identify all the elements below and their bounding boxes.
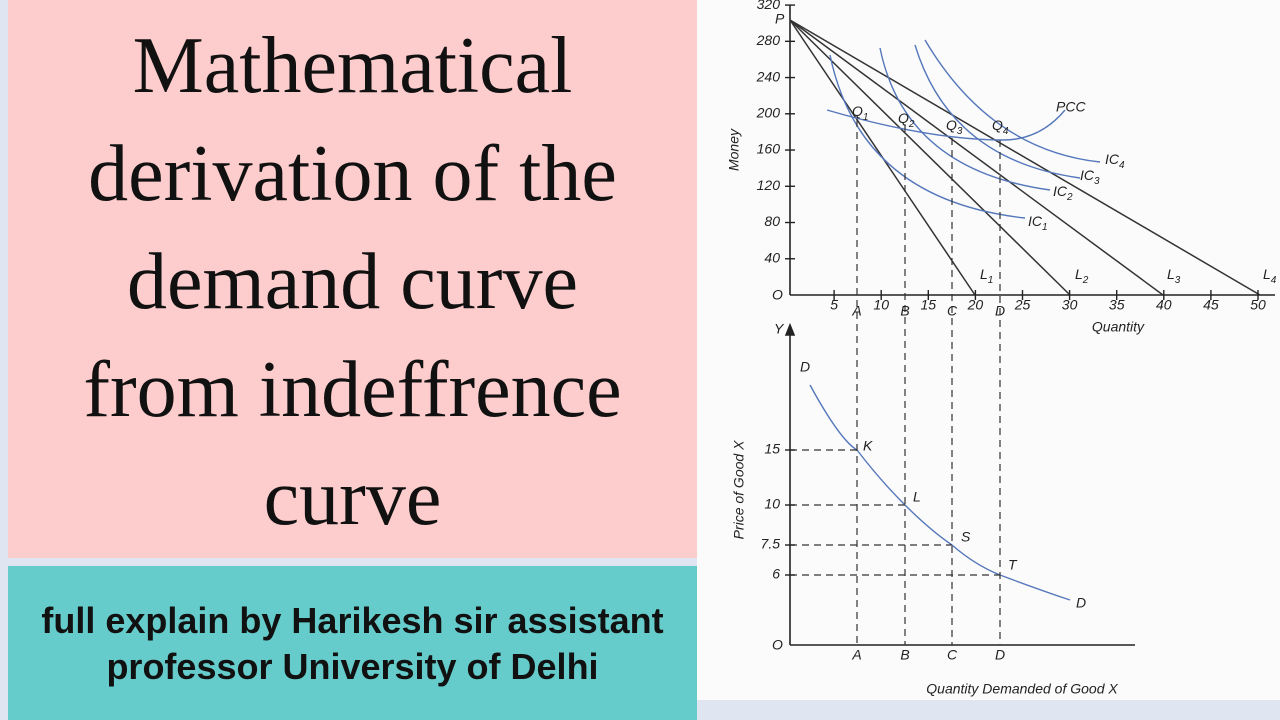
x-tick-label: 50 bbox=[1250, 297, 1266, 313]
y-tick-label: 7.5 bbox=[761, 536, 781, 552]
y-tick-label: 10 bbox=[764, 496, 780, 512]
caption: full explain by Harikesh sir assistant pr… bbox=[8, 598, 697, 690]
budget-line-label: L4 bbox=[1263, 266, 1277, 286]
equilibrium-label-subscript: 1 bbox=[863, 112, 869, 123]
point-label: T bbox=[1008, 557, 1018, 573]
indifference-curve-label-letter: IC bbox=[1028, 213, 1043, 229]
indifference-curve-label-subscript: 4 bbox=[1119, 160, 1125, 171]
equilibrium-label-subscript: 3 bbox=[957, 126, 963, 137]
point-label: K bbox=[863, 438, 873, 454]
pcc-label: PCC bbox=[1056, 99, 1086, 115]
indifference-curve-label: IC4 bbox=[1105, 151, 1125, 171]
y-axis-letter: Y bbox=[774, 321, 785, 337]
budget-line-label: L1 bbox=[980, 266, 993, 286]
point-label: P bbox=[775, 11, 785, 27]
indifference-curve-label-letter: IC bbox=[1053, 183, 1068, 199]
y-tick-label: 6 bbox=[772, 566, 780, 582]
budget-line-label-subscript: 3 bbox=[1175, 275, 1181, 286]
indifference-curve-label-subscript: 3 bbox=[1094, 176, 1100, 187]
y-tick-label: 200 bbox=[756, 105, 781, 121]
indifference-curve-label: IC3 bbox=[1080, 167, 1100, 187]
title-line: curve bbox=[263, 454, 442, 542]
demand-curve-label: D bbox=[800, 359, 810, 375]
quantity-label: B bbox=[900, 647, 909, 663]
title-line: demand curve bbox=[127, 238, 578, 326]
origin-label: O bbox=[772, 287, 783, 303]
quantity-label: B bbox=[900, 303, 909, 319]
y-tick-label: 40 bbox=[764, 249, 780, 265]
equilibrium-label: Q1 bbox=[852, 103, 868, 123]
y-tick-label: 80 bbox=[764, 213, 780, 229]
caption-line: full explain by Harikesh sir assistant bbox=[41, 600, 664, 641]
budget-line-label-letter: L bbox=[980, 266, 988, 282]
point-label: L bbox=[913, 489, 921, 505]
y-tick-label: 280 bbox=[756, 32, 781, 48]
x-tick-label: 25 bbox=[1014, 297, 1031, 313]
budget-line-label-subscript: 1 bbox=[988, 275, 994, 286]
equilibrium-label-subscript: 4 bbox=[1003, 126, 1009, 137]
indifference-curve-label-subscript: 2 bbox=[1066, 192, 1073, 203]
y-tick-label: 240 bbox=[756, 68, 781, 84]
x-tick-label: 45 bbox=[1203, 297, 1219, 313]
y-tick-label: 15 bbox=[764, 441, 780, 457]
projection-lines bbox=[790, 120, 1001, 645]
y-tick-label: 120 bbox=[757, 177, 781, 193]
budget-line-label-letter: L bbox=[1263, 266, 1271, 282]
budget-line-label-letter: L bbox=[1167, 266, 1175, 282]
title-line: from indeffrence bbox=[83, 346, 622, 434]
quantity-label: D bbox=[995, 647, 1005, 663]
origin-label: O bbox=[772, 637, 783, 653]
quantity-label: A bbox=[851, 303, 861, 319]
title: Mathematical derivation of the demand curv… bbox=[8, 12, 697, 552]
title-line: Mathematical bbox=[132, 22, 573, 110]
x-tick-label: 30 bbox=[1062, 297, 1078, 313]
quantity-label: C bbox=[947, 647, 958, 663]
equilibrium-label-subscript: 2 bbox=[908, 119, 915, 130]
x-tick-label: 10 bbox=[873, 297, 889, 313]
budget-line-label: L3 bbox=[1167, 266, 1181, 286]
x-tick-label: 20 bbox=[967, 297, 984, 313]
x-axis-title: Quantity Demanded of Good X bbox=[926, 681, 1118, 697]
caption-panel: full explain by Harikesh sir assistant pr… bbox=[8, 566, 697, 720]
indifference-curve-label-subscript: 1 bbox=[1042, 222, 1048, 233]
quantity-label: C bbox=[947, 303, 958, 319]
x-tick-label: 15 bbox=[921, 297, 937, 313]
y-tick-label: 320 bbox=[757, 0, 781, 12]
y-axis-title: Price of Good X bbox=[731, 440, 747, 539]
title-panel: Mathematical derivation of the demand curv… bbox=[8, 0, 697, 558]
quantity-label: D bbox=[995, 303, 1005, 319]
caption-line: professor University of Delhi bbox=[106, 646, 599, 687]
equilibrium-label: Q2 bbox=[898, 110, 915, 130]
point-label: S bbox=[961, 529, 971, 545]
budget-line-label-subscript: 4 bbox=[1271, 275, 1277, 286]
x-tick-label: 40 bbox=[1156, 297, 1172, 313]
budget-line-label-subscript: 2 bbox=[1082, 275, 1089, 286]
indifference-curves bbox=[809, 39, 1101, 601]
equilibrium-label-letter: Q bbox=[946, 117, 957, 133]
equilibrium-label-letter: Q bbox=[992, 117, 1003, 133]
equilibrium-label-letter: Q bbox=[898, 110, 909, 126]
equilibrium-label: Q3 bbox=[946, 117, 963, 137]
equilibrium-label-letter: Q bbox=[852, 103, 863, 119]
x-axis-title: Quantity bbox=[1092, 319, 1145, 335]
demand-curve-label: D bbox=[1076, 595, 1086, 611]
x-tick-label: 35 bbox=[1109, 297, 1125, 313]
budget-line-label-letter: L bbox=[1075, 266, 1083, 282]
figure-background bbox=[697, 0, 1280, 700]
y-axis-title: Money bbox=[726, 128, 742, 171]
budget-line-label: L2 bbox=[1075, 266, 1089, 286]
x-tick-label: 5 bbox=[830, 297, 838, 313]
quantity-label: A bbox=[851, 647, 861, 663]
y-tick-label: 160 bbox=[757, 141, 781, 157]
indifference-curve-label: IC2 bbox=[1053, 183, 1073, 203]
indifference-curve-label: IC1 bbox=[1028, 213, 1048, 233]
equilibrium-label: Q4 bbox=[992, 117, 1009, 137]
indifference-curve-label-letter: IC bbox=[1105, 151, 1120, 167]
title-line: derivation of the bbox=[88, 130, 617, 218]
indifference-curve-label-letter: IC bbox=[1080, 167, 1095, 183]
